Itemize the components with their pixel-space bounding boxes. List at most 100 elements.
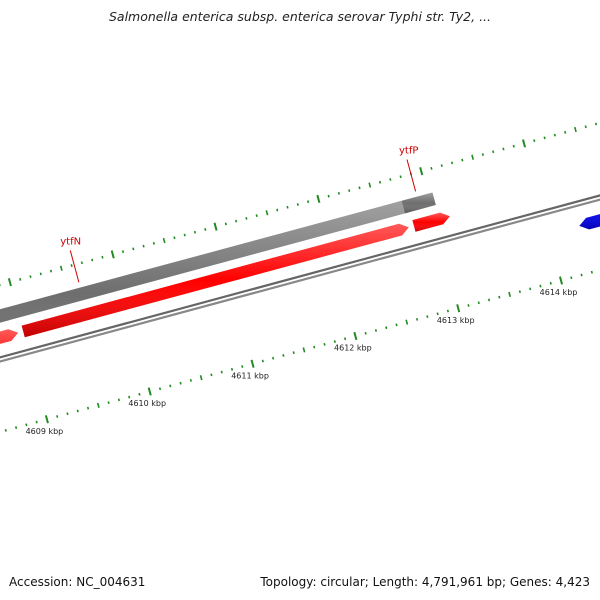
- scale-tick: [19, 277, 22, 281]
- scale-tick: [553, 133, 556, 137]
- scale-tick: [307, 200, 310, 204]
- scale-tick: [14, 426, 18, 430]
- scale-tick: [66, 412, 69, 416]
- scale-tick: [419, 167, 424, 176]
- scale-tick: [440, 164, 443, 168]
- scale-tick: [374, 329, 378, 332]
- scale-tick: [35, 420, 38, 424]
- scale-tick: [183, 233, 186, 237]
- scale-tick: [353, 331, 358, 341]
- scale-tick: [49, 269, 53, 273]
- scale-tick: [549, 281, 552, 285]
- scale-tick: [255, 214, 258, 217]
- scale-tick: [498, 295, 501, 299]
- scale-tick: [477, 301, 480, 305]
- scale-tick: [389, 178, 392, 181]
- scale-tick: [512, 144, 515, 148]
- scale-tick: [7, 278, 12, 287]
- scale-tick: [348, 189, 351, 193]
- backbone-line-lower: [0, 198, 600, 363]
- scale-tick: [230, 367, 234, 371]
- tick-label-4609: 4609 kbp: [26, 427, 64, 436]
- scale-tick: [395, 323, 398, 327]
- scale-tick: [220, 370, 223, 374]
- scale-tick: [364, 331, 367, 335]
- scale-tick: [91, 258, 94, 262]
- feature-cds-ytfN-shade: [0, 329, 19, 344]
- scale-tick: [4, 428, 7, 432]
- scale-tick: [132, 247, 135, 251]
- tick-label-4610: 4610 kbp: [128, 399, 166, 408]
- scale-tick: [138, 392, 141, 396]
- scale-tick: [265, 210, 269, 216]
- scale-tick: [235, 219, 238, 223]
- scale-tick: [96, 402, 100, 409]
- scale-tick: [76, 409, 79, 413]
- scale-tick: [250, 359, 255, 368]
- tick-label-4614: 4614 kbp: [540, 288, 578, 297]
- scale-tick: [358, 186, 361, 190]
- scale-tick: [378, 180, 382, 184]
- scale-tick: [385, 326, 388, 330]
- scale-tick: [107, 401, 110, 405]
- scale-tick: [282, 354, 285, 357]
- scale-tick: [80, 261, 83, 265]
- feature-t4466-shade: [579, 214, 600, 230]
- leader-ytfP: [406, 159, 417, 192]
- scale-tick: [580, 273, 583, 277]
- scale-tick: [559, 276, 564, 285]
- scale-tick: [543, 136, 546, 140]
- scale-tick: [405, 319, 409, 325]
- scale-tick: [313, 345, 316, 349]
- scale-tick: [343, 337, 347, 341]
- scale-tick: [471, 154, 475, 160]
- scale-tick: [101, 255, 104, 259]
- accession-text: Accession: NC_004631: [9, 575, 146, 589]
- scale-tick: [446, 309, 450, 313]
- scale-tick: [415, 317, 419, 321]
- scale-tick: [241, 365, 244, 368]
- scale-tick: [44, 415, 49, 424]
- scale-tick: [272, 356, 275, 360]
- scale-tick: [204, 228, 207, 231]
- scale-tick: [276, 208, 279, 212]
- scale-tick: [162, 237, 166, 244]
- scale-tick: [533, 139, 536, 143]
- scale-ticks-layer: 4609 kbp 4610 kbp 4611 kbp 4612 kbp 4613 kbp…: [0, 122, 598, 436]
- gene-labels-layer: ytfNytfPmplt4466t4467ppafbp: [60, 145, 418, 283]
- scale-tick: [86, 406, 90, 410]
- genome-stats-text: Topology: circular; Length: 4,791,961 bp…: [260, 575, 590, 589]
- scale-tick: [337, 191, 341, 195]
- scale-tick: [327, 194, 330, 198]
- feature-cds-ytfP-shade: [412, 212, 450, 232]
- scale-tick: [292, 351, 295, 355]
- scale-tick: [467, 304, 470, 307]
- scale-tick: [368, 182, 372, 188]
- backbone-axis: [0, 194, 600, 363]
- scale-tick: [189, 379, 192, 382]
- scale-tick: [590, 270, 593, 274]
- tick-label-4612: 4612 kbp: [334, 344, 372, 353]
- scale-tick: [173, 236, 176, 240]
- scale-tick: [333, 340, 336, 343]
- scale-tick: [456, 304, 461, 313]
- scale-tick: [128, 395, 131, 399]
- scale-tick: [59, 265, 63, 271]
- scale-tick: [193, 230, 197, 234]
- scale-tick: [426, 315, 429, 319]
- scale-tick: [508, 291, 512, 298]
- scale-tick: [522, 139, 527, 148]
- scale-tick: [594, 122, 598, 126]
- leader-ytfN: [69, 250, 80, 283]
- scale-tick: [152, 241, 155, 245]
- scale-tick: [70, 264, 73, 267]
- scale-tick: [39, 272, 42, 276]
- scale-tick: [570, 276, 573, 280]
- scale-tick: [158, 387, 162, 391]
- scale-tick: [461, 158, 464, 162]
- scale-tick: [110, 250, 115, 259]
- gene-label-ytfP: ytfP: [399, 145, 418, 156]
- feature-cds-ytfN-2-shade: [21, 223, 409, 338]
- scale-tick: [224, 222, 227, 226]
